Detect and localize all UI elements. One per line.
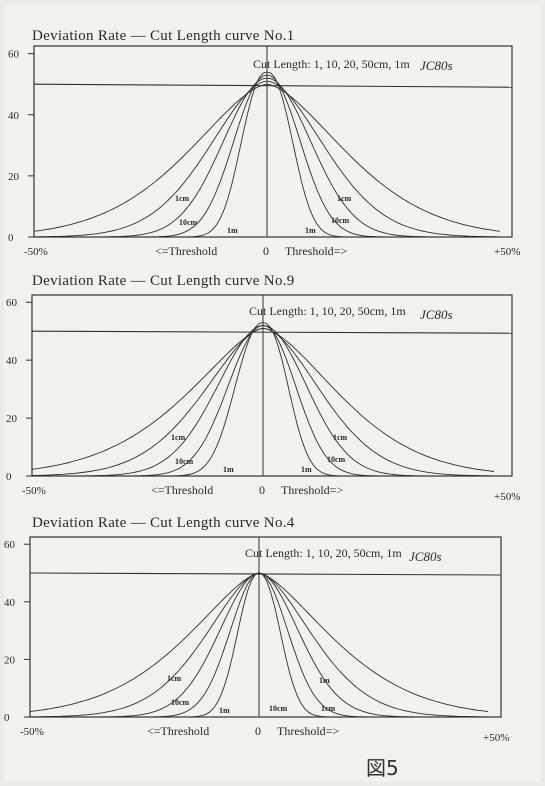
x-tick-label: -50% (20, 726, 44, 738)
series-label-left: 10cm (179, 218, 198, 227)
x-tick-label: -50% (24, 246, 48, 258)
series-label-left: 1m (223, 465, 234, 474)
series-label-left: 1cm (171, 433, 186, 442)
series-label-left: 10cm (175, 457, 194, 466)
plot-frame (31, 294, 513, 477)
y-tick-label: 0 (6, 471, 12, 483)
yarn-note: JC80s (409, 549, 442, 564)
x-tick-label: +50% (494, 491, 520, 503)
series-label-right: 10cm (269, 704, 288, 713)
series-label-right: 1cm (321, 704, 336, 713)
series-label-right: 10cm (327, 455, 346, 464)
yarn-note: JC80s (420, 58, 453, 73)
y-tick-label: 60 (6, 297, 18, 309)
chart-title: Deviation Rate — Cut Length curve No.4 (32, 515, 295, 531)
series-line-1m (32, 322, 494, 477)
series-line-1cm (33, 83, 501, 232)
y-tick-label: 60 (8, 49, 20, 61)
series-label-right: 1cm (337, 194, 352, 203)
x-axis-label-left: <=Threshold (147, 724, 209, 738)
y-tick-label: 20 (6, 413, 18, 425)
x-axis-label-center: 0 (263, 244, 269, 258)
series-label-left: 1cm (175, 194, 190, 203)
chart-panel-3: Deviation Rate — Cut Length curve No.4 6… (0, 515, 545, 755)
series-caption: Cut Length: 1, 10, 20, 50cm, 1m (253, 57, 410, 71)
plot-frame (29, 536, 502, 718)
chart-svg: 60 40 20 0 -50% +50% <=Threshold 0 Threshold=> JC… (8, 45, 520, 258)
series-caption: Cut Length: 1, 10, 20, 50cm, 1m (245, 546, 402, 560)
x-axis-label-right: Threshold=> (277, 724, 339, 738)
chart-svg: 60 40 20 0 -50% +50% <=Threshold 0 Threshold=> JC… (4, 536, 509, 744)
x-tick-label: +50% (483, 732, 509, 744)
x-axis-label-left: <=Threshold (155, 244, 217, 258)
y-tick-label: 0 (4, 712, 10, 724)
series-label-left: 10cm (171, 698, 190, 707)
series-label-right: 10cm (331, 216, 350, 225)
x-axis-label-right: Threshold=> (285, 244, 347, 258)
series-line-10cm (31, 327, 494, 477)
y-tick-label: 20 (8, 171, 20, 183)
series-label-left: 1cm (167, 674, 182, 683)
y-tick-label: 40 (4, 597, 16, 609)
x-tick-label: +50% (494, 246, 520, 258)
y-tick-label: 20 (4, 654, 16, 666)
y-tick-label: 60 (4, 539, 16, 551)
series-label-right: 1m (301, 465, 312, 474)
series-line-10cm (34, 80, 500, 238)
figure-label: 図5 (366, 756, 399, 780)
threshold-line (31, 330, 513, 334)
y-tick-label: 0 (8, 232, 14, 244)
x-axis-label-right: Threshold=> (281, 483, 343, 497)
x-axis-label-left: <=Threshold (151, 483, 213, 497)
chart-title: Deviation Rate — Cut Length curve No.1 (32, 28, 295, 44)
series-label-right: 1cm (333, 433, 348, 442)
series-line-1m (34, 71, 500, 238)
threshold-line (29, 572, 502, 576)
x-tick-label: -50% (22, 485, 46, 497)
chart-panel-2: Deviation Rate — Cut Length curve No.9 6… (0, 273, 545, 513)
plot-frame (33, 45, 513, 238)
series-label-left: 1m (227, 226, 238, 235)
x-axis-label-center: 0 (255, 724, 261, 738)
series-line-1m (30, 572, 488, 718)
series-label-right: 1m (319, 676, 330, 685)
chart-title: Deviation Rate — Cut Length curve No.9 (32, 273, 295, 289)
chart-panel-1: Deviation Rate — Cut Length curve No.1 6… (0, 28, 545, 268)
x-axis-label-center: 0 (259, 483, 265, 497)
series-caption: Cut Length: 1, 10, 20, 50cm, 1m (249, 304, 406, 318)
y-tick-label: 40 (8, 110, 20, 122)
yarn-note: JC80s (420, 307, 453, 322)
paper-sheet (4, 4, 541, 782)
series-label-right: 1m (305, 226, 316, 235)
chart-svg: 60 40 20 0 -50% +50% <=Threshold 0 Threshold=> JC… (6, 294, 520, 503)
series-label-left: 1m (219, 706, 230, 715)
y-tick-label: 40 (6, 355, 18, 367)
